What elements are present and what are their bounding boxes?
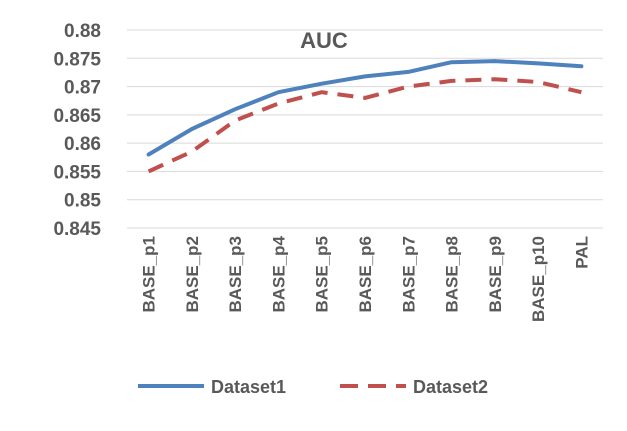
x-axis-ticks: BASE_p1 BASE_p2 BASE_p3 BASE_p4 BASE_p5 BASE_… bbox=[140, 235, 592, 322]
y-tick-label: 0.855 bbox=[53, 162, 101, 183]
x-tick-label: BASE_p7 bbox=[399, 236, 418, 313]
legend-label-dataset1: Dataset1 bbox=[211, 377, 286, 397]
y-tick-label: 0.87 bbox=[64, 78, 101, 99]
x-tick-label: BASE_p5 bbox=[313, 236, 332, 313]
x-tick-label: BASE_p10 bbox=[529, 236, 548, 322]
y-tick-label: 0.86 bbox=[64, 134, 101, 155]
x-tick-label: BASE_p9 bbox=[486, 236, 505, 313]
x-tick-label: BASE_p8 bbox=[443, 236, 462, 313]
series-line-dataset1 bbox=[146, 59, 584, 157]
y-tick-label: 0.875 bbox=[53, 49, 101, 70]
gridlines bbox=[127, 29, 603, 229]
y-tick-label: 0.865 bbox=[53, 106, 101, 127]
x-tick-label: BASE_p2 bbox=[183, 236, 202, 313]
chart-title: AUC bbox=[300, 28, 348, 53]
x-tick-label: BASE_p4 bbox=[269, 235, 288, 312]
legend-label-dataset2: Dataset2 bbox=[413, 377, 488, 397]
y-tick-label: 0.845 bbox=[53, 219, 101, 240]
series-line-dataset2 bbox=[147, 77, 582, 174]
x-tick-label: PAL bbox=[572, 236, 591, 269]
y-axis-ticks: 0.88 0.875 0.87 0.865 0.86 0.855 0.85 0.845 bbox=[53, 21, 101, 240]
x-tick-label: BASE_p3 bbox=[226, 236, 245, 313]
y-tick-label: 0.88 bbox=[64, 21, 101, 42]
x-tick-label: BASE_p1 bbox=[140, 236, 159, 313]
legend: Dataset1 Dataset2 bbox=[138, 377, 488, 397]
x-tick-label: BASE_p6 bbox=[356, 236, 375, 313]
series-lines bbox=[146, 59, 584, 174]
y-tick-label: 0.85 bbox=[64, 191, 101, 212]
